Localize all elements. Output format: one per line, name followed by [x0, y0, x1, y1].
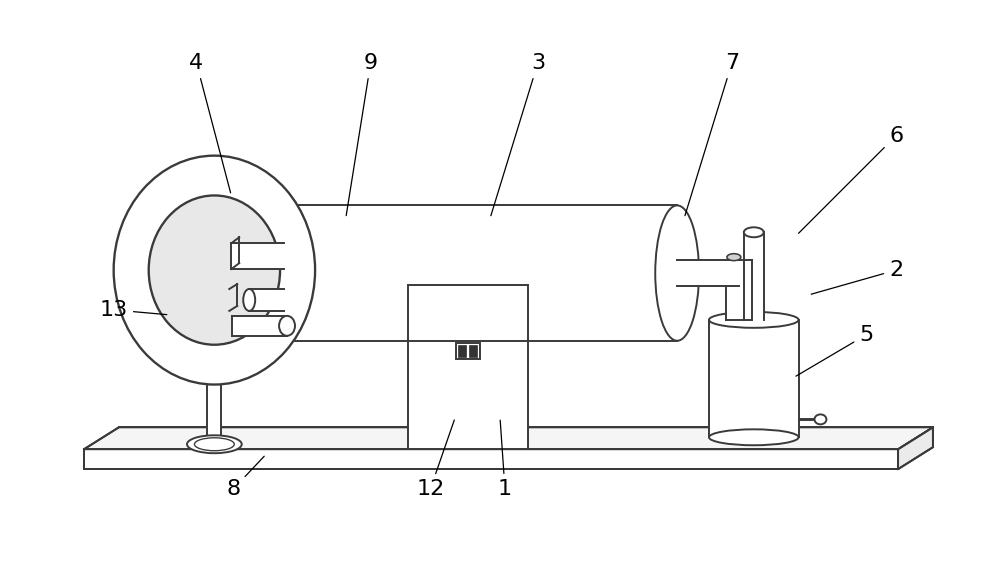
Polygon shape: [249, 289, 284, 311]
Ellipse shape: [279, 316, 295, 336]
Polygon shape: [677, 260, 739, 286]
Ellipse shape: [114, 155, 315, 384]
Bar: [456, 343, 480, 359]
Text: 8: 8: [226, 456, 264, 499]
Text: 13: 13: [100, 300, 167, 320]
Ellipse shape: [194, 438, 234, 451]
Text: 5: 5: [796, 325, 873, 376]
Text: 6: 6: [799, 126, 903, 234]
Ellipse shape: [157, 203, 272, 337]
Bar: [458, 345, 466, 357]
Polygon shape: [84, 427, 933, 449]
Ellipse shape: [655, 205, 699, 341]
Text: 4: 4: [189, 53, 231, 193]
Text: 3: 3: [491, 53, 545, 216]
Ellipse shape: [727, 254, 741, 261]
Bar: [469, 345, 477, 357]
Polygon shape: [898, 427, 933, 469]
Text: 12: 12: [416, 420, 454, 499]
Text: 9: 9: [346, 53, 378, 216]
Polygon shape: [726, 284, 752, 320]
Text: 1: 1: [498, 420, 512, 499]
Polygon shape: [207, 384, 221, 449]
Polygon shape: [709, 320, 799, 438]
Bar: [408, 285, 528, 449]
Ellipse shape: [744, 227, 764, 237]
Polygon shape: [283, 205, 677, 341]
Text: 7: 7: [685, 53, 739, 216]
Polygon shape: [84, 449, 898, 469]
Polygon shape: [232, 316, 287, 336]
Ellipse shape: [709, 312, 799, 328]
Text: 2: 2: [811, 260, 903, 294]
Ellipse shape: [187, 435, 242, 453]
Polygon shape: [744, 232, 764, 320]
Ellipse shape: [709, 429, 799, 445]
Polygon shape: [231, 243, 284, 269]
Ellipse shape: [261, 205, 305, 341]
Ellipse shape: [814, 414, 826, 424]
Ellipse shape: [243, 289, 255, 311]
Ellipse shape: [149, 195, 280, 344]
